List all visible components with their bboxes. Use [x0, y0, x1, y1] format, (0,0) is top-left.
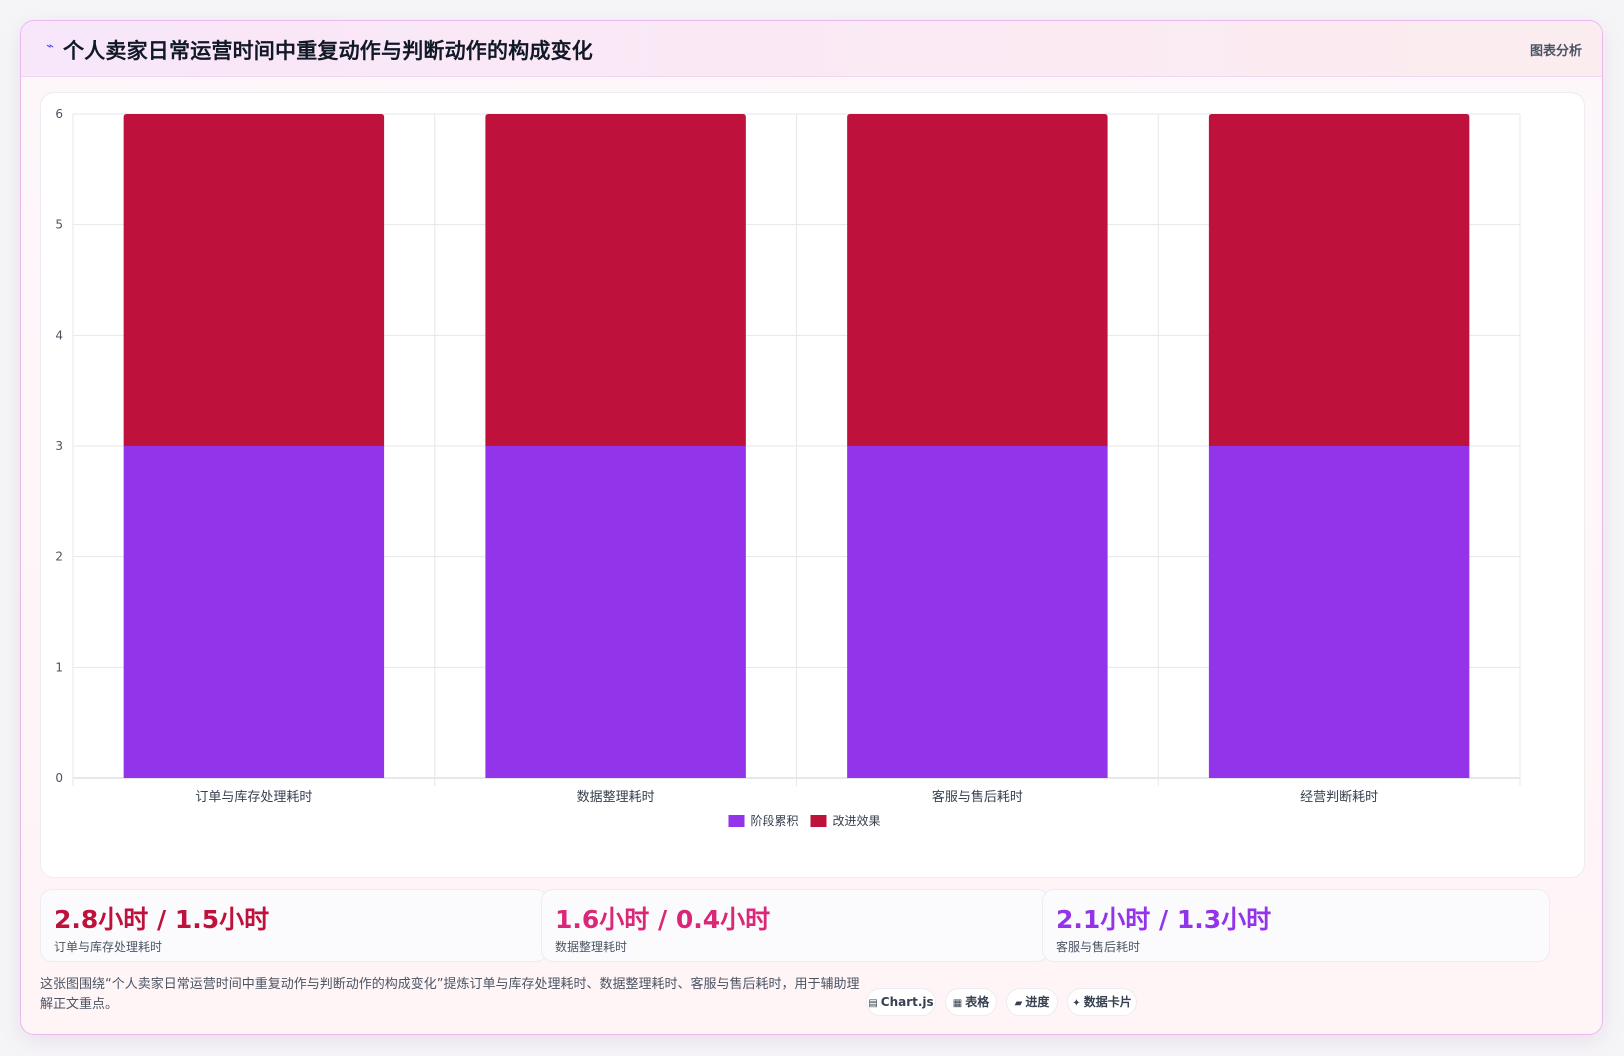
chart-card: ⌁ 个人卖家日常运营时间中重复动作与判断动作的构成变化 图表分析 0 1 2 3 4 5 6… — [20, 20, 1603, 1035]
x-category-label: 经营判断耗时 — [1300, 790, 1378, 805]
bar-segment — [1208, 446, 1470, 778]
chart-description: 这张图围绕“个人卖家日常运营时间中重复动作与判断动作的构成变化”提炼订单与库存处… — [40, 977, 860, 1012]
legend-swatch — [728, 815, 745, 827]
chip-label: 数据卡片 — [1083, 995, 1132, 1009]
bar-segment — [847, 114, 1108, 446]
chart-wave-icon: ⌁ — [46, 39, 54, 54]
stat-card-orders: 2.8小时 / 1.5小时 订单与库存处理耗时 — [40, 889, 548, 962]
bar-segment — [123, 446, 385, 778]
stat-card-service: 2.1小时 / 1.3小时 客服与售后耗时 — [1042, 889, 1550, 962]
chart-panel: 0 1 2 3 4 5 6 订单与库存处理耗时 数据整理耗时 客服与售后耗时 经营判断耗时阶段累积 改… — [40, 92, 1585, 878]
chip-chartjs[interactable]: ▤ Chart.js — [866, 988, 936, 1016]
bar-segment — [485, 114, 746, 446]
progress-icon: ▰ — [1014, 998, 1023, 1009]
chip-progress[interactable]: ▰ 进度 — [1006, 988, 1058, 1016]
y-tick-label: 3 — [55, 439, 63, 453]
stat-card-data: 1.6小时 / 0.4小时 数据整理耗时 — [541, 889, 1049, 962]
y-tick-label: 2 — [55, 550, 63, 564]
table-icon: ▦ — [952, 998, 963, 1009]
chip-label: 进度 — [1025, 995, 1050, 1009]
stat-value: 2.8小时 / 1.5小时 — [54, 905, 270, 934]
card-header: ⌁ 个人卖家日常运营时间中重复动作与判断动作的构成变化 图表分析 — [21, 21, 1602, 77]
chip-table[interactable]: ▦ 表格 — [945, 988, 997, 1016]
sparkle-icon: ✦ — [1072, 998, 1081, 1009]
chart-title: 个人卖家日常运营时间中重复动作与判断动作的构成变化 — [63, 39, 593, 63]
x-category-label: 数据整理耗时 — [577, 790, 655, 805]
stat-label: 数据整理耗时 — [555, 940, 628, 954]
chip-label: 表格 — [965, 995, 990, 1009]
y-tick-label: 0 — [55, 771, 63, 785]
chart-analysis-tag: 图表分析 — [1529, 44, 1582, 59]
chip-data-card[interactable]: ✦ 数据卡片 — [1067, 988, 1137, 1016]
stat-label: 客服与售后耗时 — [1056, 940, 1141, 954]
legend-label: 改进效果 — [833, 813, 881, 828]
stat-value: 2.1小时 / 1.3小时 — [1056, 905, 1272, 934]
y-tick-label: 1 — [55, 660, 63, 674]
chart-icon: ▤ — [868, 998, 878, 1009]
legend-swatch — [810, 815, 827, 827]
stat-value: 1.6小时 / 0.4小时 — [555, 905, 771, 934]
bar-segment — [123, 114, 385, 446]
chip-label: Chart.js — [880, 995, 934, 1009]
legend-label: 阶段累积 — [751, 813, 799, 828]
x-category-label: 订单与库存处理耗时 — [195, 789, 312, 805]
bar-segment — [1208, 114, 1470, 446]
stat-label: 订单与库存处理耗时 — [54, 940, 163, 954]
bar-segment — [485, 446, 746, 778]
y-tick-label: 5 — [55, 218, 63, 232]
y-tick-label: 4 — [55, 328, 63, 342]
x-category-label: 客服与售后耗时 — [932, 789, 1023, 805]
bar-segment — [847, 446, 1108, 778]
y-tick-label: 6 — [55, 107, 63, 121]
